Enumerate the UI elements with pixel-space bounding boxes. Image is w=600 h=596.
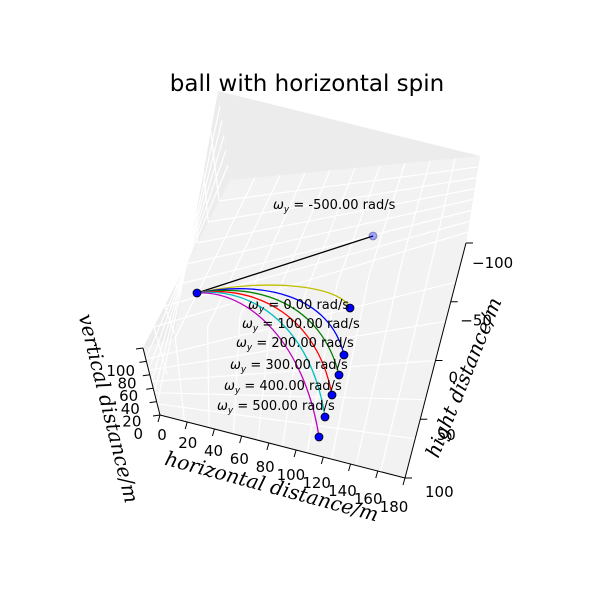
- trajectory-line: [196, 288, 345, 356]
- z-tick-mark: [149, 401, 157, 404]
- axes-panes: [143, 91, 480, 478]
- x-tick-mark: [266, 442, 270, 451]
- x-tick-label: 180: [380, 498, 409, 516]
- spin-label: ωy = 400.00 rad/s: [224, 379, 342, 396]
- trajectory-line: [196, 235, 374, 294]
- y-tick-label: 0: [449, 369, 459, 387]
- x-tick-mark: [348, 463, 352, 472]
- z-tick-label: 0: [133, 425, 143, 443]
- floor-pane: [143, 243, 466, 478]
- floor-grid-line: [145, 281, 456, 360]
- floor-grid-line: [157, 403, 416, 440]
- z-axis-line: [142, 347, 161, 416]
- end-marker: [334, 370, 344, 380]
- x-tick-label: 120: [302, 474, 331, 492]
- side-grid-line: [175, 284, 183, 294]
- floor-grid-line: [148, 320, 446, 371]
- y-tick-label: 100: [425, 483, 454, 501]
- spin-label: ωy = 100.00 rad/s: [242, 317, 360, 334]
- x-tick-mark: [211, 428, 215, 437]
- x-tick-label: 20: [178, 434, 197, 452]
- start-marker: [192, 288, 202, 298]
- z-tick-mark: [135, 347, 144, 350]
- z-tick-label: 20: [122, 412, 141, 430]
- end-marker: [345, 303, 355, 313]
- side-grid-line: [164, 305, 176, 335]
- x-tick-mark: [184, 421, 188, 430]
- trajectory-line: [196, 291, 333, 396]
- end-marker: [314, 432, 324, 442]
- z-tick-mark: [146, 387, 154, 390]
- wall-grid-line: [175, 209, 472, 286]
- side-grid-line: [185, 252, 190, 265]
- x-tick-label: 160: [354, 490, 383, 508]
- end-marker: [327, 390, 337, 400]
- spin-label: ωy = 300.00 rad/s: [230, 358, 348, 375]
- x-tick-label: 60: [230, 450, 249, 468]
- x-tick-label: 140: [328, 482, 357, 500]
- markers: [192, 231, 378, 442]
- z-tick-label: 80: [118, 375, 137, 393]
- side-grid-line: [195, 212, 198, 244]
- left-pane: [143, 91, 230, 415]
- tick-labels: 0 20 40 60 80 100120140160180−100−50050100100…: [106, 242, 513, 516]
- y-tick-label: −50: [460, 311, 492, 329]
- x-tick-mark: [157, 414, 161, 423]
- z-tick-mark: [152, 414, 161, 417]
- x-axis-line: [159, 414, 406, 479]
- z-tick-label: 40: [121, 400, 140, 418]
- z-tick-label: 60: [119, 387, 138, 405]
- y-tick-label: 50: [437, 426, 456, 444]
- x-tick-label: 100: [277, 466, 306, 484]
- trajectory-line: [196, 292, 320, 438]
- z-tick-mark: [142, 374, 150, 377]
- y-tick-label: −100: [472, 254, 513, 272]
- end-marker: [320, 412, 330, 422]
- x-tick-mark: [320, 456, 324, 465]
- side-grid-line: [210, 131, 220, 202]
- side-grid-line: [202, 171, 209, 223]
- side-grid-line: [153, 326, 168, 375]
- x-tick-label: 0: [157, 426, 167, 444]
- trajectory-line: [196, 289, 340, 376]
- trajectory-line: [196, 284, 351, 309]
- trajectories: [196, 235, 374, 438]
- wall-grid-line: [153, 231, 468, 328]
- trajectory-line: [196, 291, 326, 418]
- z-tick-mark: [139, 360, 147, 363]
- spin-label: ωy = 200.00 rad/s: [236, 336, 354, 353]
- wall-grid-line: [208, 177, 477, 223]
- spin-label: ωy = 0.00 rad/s: [248, 298, 349, 315]
- wall-grid-line: [186, 198, 474, 265]
- x-tick-label: 40: [204, 442, 223, 460]
- x-tick-label: 80: [256, 458, 275, 476]
- x-tick-mark: [402, 477, 406, 486]
- x-tick-mark: [293, 449, 297, 458]
- x-tick-mark: [239, 435, 243, 444]
- chart-title: ball with horizontal spin: [170, 71, 444, 97]
- floor-grid-line: [151, 359, 436, 383]
- floor-grid-line: [154, 392, 426, 401]
- spin-annotations: ωy = -500.00 rad/s ωy = 0.00 rad/s ωy = 10…: [217, 198, 396, 416]
- end-marker: [368, 231, 378, 241]
- spin-label: ωy = -500.00 rad/s: [273, 198, 396, 215]
- z-tick-label: 100: [106, 362, 135, 380]
- wall-grid-line: [219, 166, 479, 202]
- wall-grid-line: [197, 188, 475, 244]
- end-marker: [339, 350, 349, 360]
- spin-label: ωy = 500.00 rad/s: [217, 399, 335, 416]
- x-tick-mark: [375, 470, 379, 479]
